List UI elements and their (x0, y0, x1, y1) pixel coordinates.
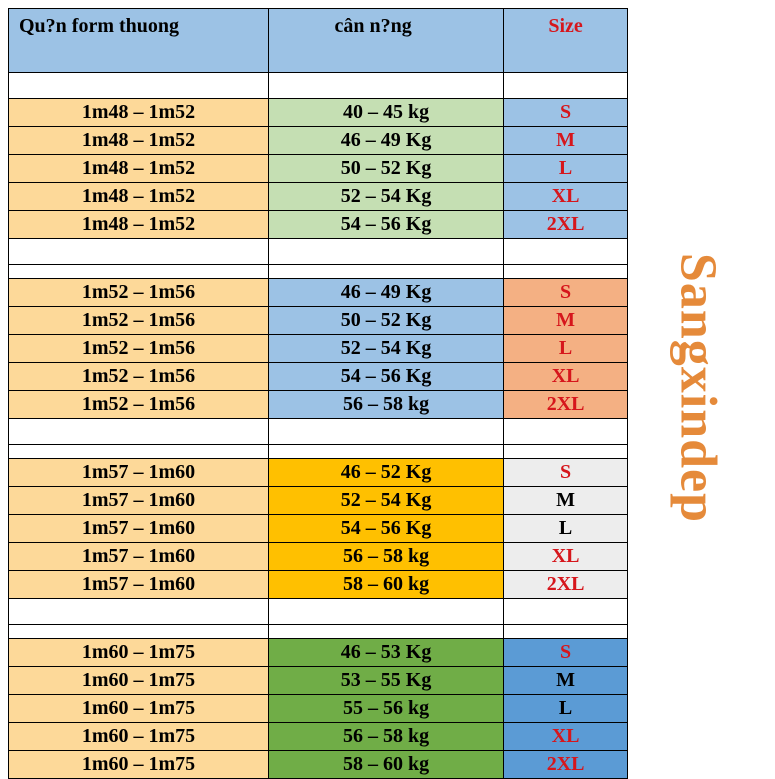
cell-size: XL (504, 363, 628, 391)
cell-height: 1m57 – 1m60 (9, 543, 269, 571)
cell-size: M (504, 127, 628, 155)
table-row: 1m52 – 1m5646 – 49 KgS (9, 279, 628, 307)
cell-height: 1m48 – 1m52 (9, 211, 269, 239)
brand-label: Sangxindep (668, 252, 727, 522)
cell-weight: 54 – 56 Kg (268, 211, 503, 239)
table-row: 1m57 – 1m6056 – 58 kgXL (9, 543, 628, 571)
cell-height: 1m57 – 1m60 (9, 571, 269, 599)
cell-size: XL (504, 183, 628, 211)
table-row: 1m60 – 1m7556 – 58 kgXL (9, 723, 628, 751)
cell-size: M (504, 307, 628, 335)
cell-weight: 52 – 54 Kg (268, 183, 503, 211)
table-row: 1m48 – 1m5250 – 52 KgL (9, 155, 628, 183)
cell-height: 1m48 – 1m52 (9, 183, 269, 211)
cell-height: 1m60 – 1m75 (9, 667, 269, 695)
cell-weight: 46 – 49 Kg (268, 127, 503, 155)
cell-weight: 50 – 52 Kg (268, 307, 503, 335)
header-size: Size (504, 9, 628, 73)
table-row: 1m48 – 1m5246 – 49 KgM (9, 127, 628, 155)
cell-height: 1m48 – 1m52 (9, 155, 269, 183)
header-height: Qu?n form thuong (9, 9, 269, 73)
cell-weight: 56 – 58 kg (268, 391, 503, 419)
cell-weight: 58 – 60 kg (268, 751, 503, 779)
cell-size: 2XL (504, 571, 628, 599)
size-chart-table: Qu?n form thuong cân n?ng Size 1m48 – 1m… (8, 8, 628, 779)
cell-size: 2XL (504, 211, 628, 239)
cell-weight: 50 – 52 Kg (268, 155, 503, 183)
table-row: 1m48 – 1m5240 – 45 kgS (9, 99, 628, 127)
table-row: 1m52 – 1m5654 – 56 KgXL (9, 363, 628, 391)
cell-height: 1m52 – 1m56 (9, 307, 269, 335)
cell-height: 1m52 – 1m56 (9, 335, 269, 363)
cell-height: 1m57 – 1m60 (9, 515, 269, 543)
cell-height: 1m60 – 1m75 (9, 751, 269, 779)
cell-weight: 54 – 56 Kg (268, 515, 503, 543)
table-row: 1m52 – 1m5650 – 52 KgM (9, 307, 628, 335)
cell-size: L (504, 515, 628, 543)
cell-height: 1m52 – 1m56 (9, 279, 269, 307)
cell-height: 1m48 – 1m52 (9, 99, 269, 127)
table-row: 1m57 – 1m6046 – 52 KgS (9, 459, 628, 487)
table-row: 1m48 – 1m5254 – 56 Kg2XL (9, 211, 628, 239)
table-row: 1m57 – 1m6054 – 56 KgL (9, 515, 628, 543)
cell-weight: 46 – 52 Kg (268, 459, 503, 487)
cell-weight: 46 – 53 Kg (268, 639, 503, 667)
cell-weight: 46 – 49 Kg (268, 279, 503, 307)
cell-size: S (504, 639, 628, 667)
cell-weight: 58 – 60 kg (268, 571, 503, 599)
cell-size: L (504, 335, 628, 363)
cell-weight: 52 – 54 Kg (268, 335, 503, 363)
table-row: 1m52 – 1m5656 – 58 kg2XL (9, 391, 628, 419)
cell-height: 1m52 – 1m56 (9, 391, 269, 419)
table-row: 1m57 – 1m6058 – 60 kg2XL (9, 571, 628, 599)
cell-weight: 54 – 56 Kg (268, 363, 503, 391)
cell-height: 1m60 – 1m75 (9, 723, 269, 751)
header-weight: cân n?ng (268, 9, 503, 73)
table-row: 1m57 – 1m6052 – 54 KgM (9, 487, 628, 515)
table-row: 1m60 – 1m7553 – 55 KgM (9, 667, 628, 695)
table-row: 1m52 – 1m5652 – 54 KgL (9, 335, 628, 363)
cell-size: M (504, 487, 628, 515)
cell-size: XL (504, 543, 628, 571)
cell-weight: 40 – 45 kg (268, 99, 503, 127)
cell-size: L (504, 155, 628, 183)
table-row: 1m60 – 1m7558 – 60 kg2XL (9, 751, 628, 779)
table-row: 1m60 – 1m7546 – 53 KgS (9, 639, 628, 667)
cell-height: 1m52 – 1m56 (9, 363, 269, 391)
cell-size: 2XL (504, 391, 628, 419)
cell-weight: 56 – 58 kg (268, 723, 503, 751)
cell-weight: 56 – 58 kg (268, 543, 503, 571)
cell-height: 1m48 – 1m52 (9, 127, 269, 155)
cell-size: XL (504, 723, 628, 751)
cell-size: S (504, 459, 628, 487)
cell-weight: 53 – 55 Kg (268, 667, 503, 695)
cell-weight: 55 – 56 kg (268, 695, 503, 723)
cell-weight: 52 – 54 Kg (268, 487, 503, 515)
cell-height: 1m60 – 1m75 (9, 695, 269, 723)
cell-height: 1m57 – 1m60 (9, 487, 269, 515)
table-row: 1m48 – 1m5252 – 54 KgXL (9, 183, 628, 211)
cell-height: 1m60 – 1m75 (9, 639, 269, 667)
table-row: 1m60 – 1m7555 – 56 kgL (9, 695, 628, 723)
cell-size: S (504, 279, 628, 307)
cell-size: 2XL (504, 751, 628, 779)
cell-size: M (504, 667, 628, 695)
cell-size: S (504, 99, 628, 127)
cell-height: 1m57 – 1m60 (9, 459, 269, 487)
cell-size: L (504, 695, 628, 723)
